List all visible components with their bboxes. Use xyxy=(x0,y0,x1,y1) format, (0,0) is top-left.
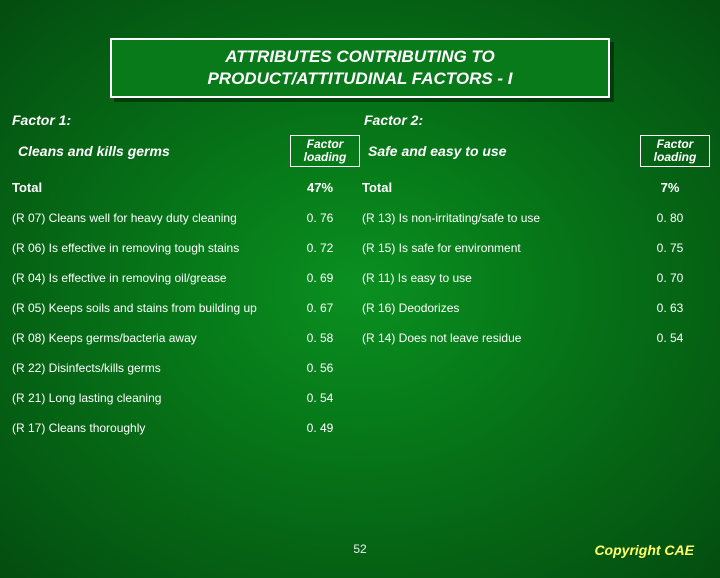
right-column: Safe and easy to use Factor loading Tota… xyxy=(360,130,710,442)
factor-1-label: Factor 1: xyxy=(10,112,360,128)
slide-number: 52 xyxy=(353,542,366,556)
row-value: 0. 67 xyxy=(292,301,360,315)
table-row: (R 17) Cleans thoroughly 0. 49 xyxy=(10,412,360,442)
right-total-value: 7% xyxy=(642,180,710,195)
row-label: (R 04) Is effective in removing oil/grea… xyxy=(10,271,292,285)
factor-labels: Factor 1: Factor 2: xyxy=(0,112,720,128)
row-value: 0. 49 xyxy=(292,421,360,435)
left-total-label: Total xyxy=(10,180,292,195)
row-value: 0. 56 xyxy=(292,361,360,375)
row-value: 0. 69 xyxy=(292,271,360,285)
left-total-value: 47% xyxy=(292,180,360,195)
table-row: (R 21) Long lasting cleaning 0. 54 xyxy=(10,382,360,412)
row-value: 0. 58 xyxy=(292,331,360,345)
row-label: (R 16) Deodorizes xyxy=(360,301,642,315)
right-header-load: Factor loading xyxy=(640,135,710,167)
row-label: (R 05) Keeps soils and stains from build… xyxy=(10,301,292,315)
row-label: (R 06) Is effective in removing tough st… xyxy=(10,241,292,255)
row-value: 0. 54 xyxy=(292,391,360,405)
row-label: (R 17) Cleans thoroughly xyxy=(10,421,292,435)
row-label: (R 13) Is non-irritating/safe to use xyxy=(360,211,642,225)
row-value: 0. 70 xyxy=(642,271,710,285)
title-line-1: ATTRIBUTES CONTRIBUTING TO xyxy=(120,46,600,68)
title-line-2: PRODUCT/ATTITUDINAL FACTORS - I xyxy=(120,68,600,90)
table-row: (R 11) Is easy to use 0. 70 xyxy=(360,262,710,292)
title-box: ATTRIBUTES CONTRIBUTING TO PRODUCT/ATTIT… xyxy=(110,38,610,98)
right-total-label: Total xyxy=(360,180,642,195)
table-row: (R 04) Is effective in removing oil/grea… xyxy=(10,262,360,292)
row-label: (R 21) Long lasting cleaning xyxy=(10,391,292,405)
right-header-row: Safe and easy to use Factor loading xyxy=(360,130,710,172)
factor-2-label: Factor 2: xyxy=(360,112,710,128)
row-label: (R 22) Disinfects/kills germs xyxy=(10,361,292,375)
table-row: (R 08) Keeps germs/bacteria away 0. 58 xyxy=(10,322,360,352)
table-row: (R 07) Cleans well for heavy duty cleani… xyxy=(10,202,360,232)
table-row: (R 22) Disinfects/kills germs 0. 56 xyxy=(10,352,360,382)
factors-table: Cleans and kills germs Factor loading To… xyxy=(0,130,720,442)
row-label: (R 14) Does not leave residue xyxy=(360,331,642,345)
copyright-text: Copyright CAE xyxy=(594,542,694,558)
table-row: (R 13) Is non-irritating/safe to use 0. … xyxy=(360,202,710,232)
row-value: 0. 75 xyxy=(642,241,710,255)
left-total-row: Total 47% xyxy=(10,172,360,202)
left-header-row: Cleans and kills germs Factor loading xyxy=(10,130,360,172)
row-label: (R 15) Is safe for environment xyxy=(360,241,642,255)
table-row: (R 16) Deodorizes 0. 63 xyxy=(360,292,710,322)
row-value: 0. 80 xyxy=(642,211,710,225)
row-label: (R 07) Cleans well for heavy duty cleani… xyxy=(10,211,292,225)
row-value: 0. 76 xyxy=(292,211,360,225)
row-value: 0. 72 xyxy=(292,241,360,255)
row-value: 0. 63 xyxy=(642,301,710,315)
table-row: (R 06) Is effective in removing tough st… xyxy=(10,232,360,262)
row-label: (R 11) Is easy to use xyxy=(360,271,642,285)
right-header-desc: Safe and easy to use xyxy=(360,143,640,159)
table-row: (R 14) Does not leave residue 0. 54 xyxy=(360,322,710,352)
table-row: (R 15) Is safe for environment 0. 75 xyxy=(360,232,710,262)
left-header-desc: Cleans and kills germs xyxy=(10,143,290,159)
row-value: 0. 54 xyxy=(642,331,710,345)
left-column: Cleans and kills germs Factor loading To… xyxy=(10,130,360,442)
row-label: (R 08) Keeps germs/bacteria away xyxy=(10,331,292,345)
table-row: (R 05) Keeps soils and stains from build… xyxy=(10,292,360,322)
right-total-row: Total 7% xyxy=(360,172,710,202)
left-header-load: Factor loading xyxy=(290,135,360,167)
